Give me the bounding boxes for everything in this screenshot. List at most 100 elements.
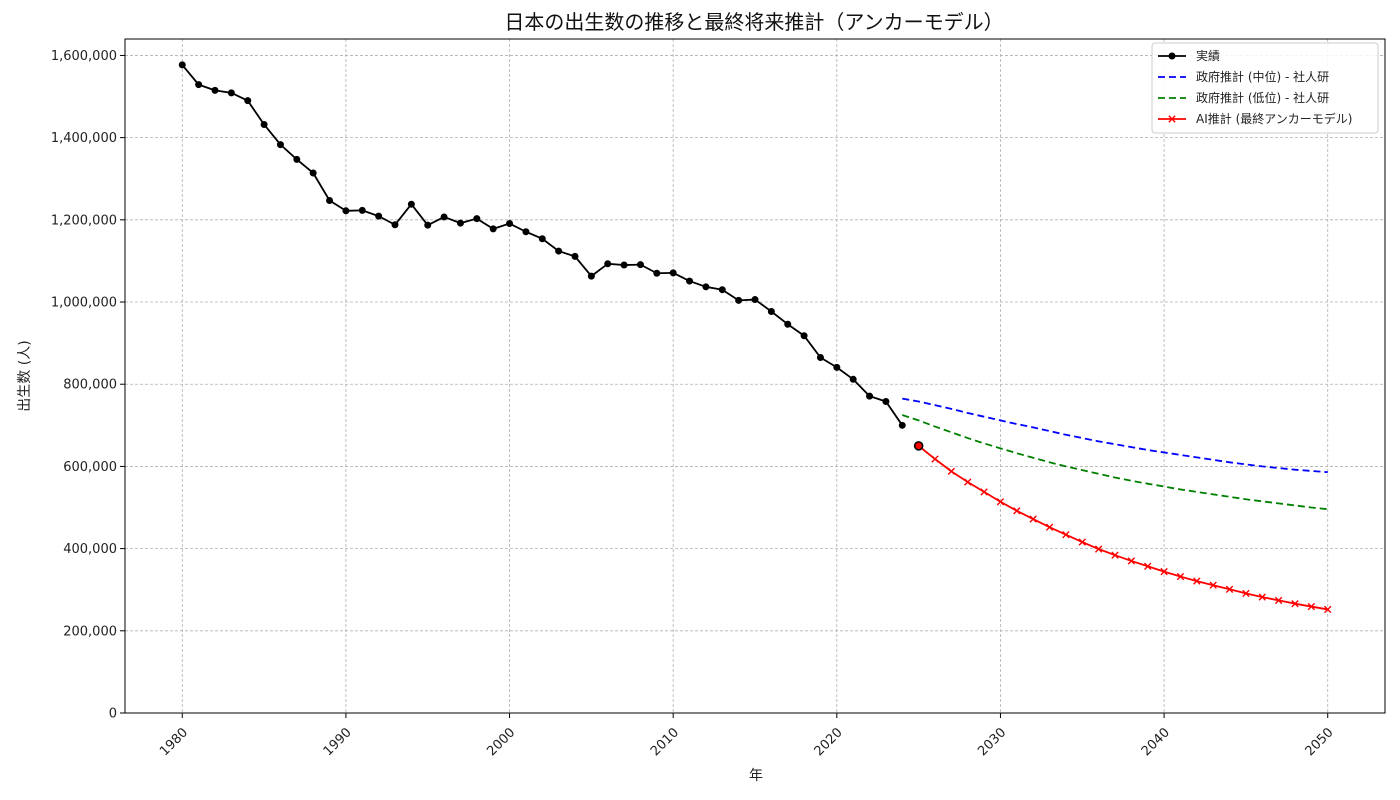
data-point-0 — [653, 269, 661, 277]
data-point-3 — [1029, 515, 1037, 523]
y-tick-label: 1,400,000 — [51, 131, 117, 146]
data-point-0 — [735, 296, 743, 304]
data-point-0 — [587, 272, 595, 280]
data-point-0 — [195, 81, 203, 89]
data-point-3 — [1144, 562, 1152, 570]
data-point-0 — [751, 296, 759, 304]
y-tick-label: 800,000 — [63, 378, 117, 393]
plot-frame — [124, 38, 1386, 714]
data-point-3 — [1127, 557, 1136, 565]
legend-label-0: 実績 — [1196, 48, 1220, 63]
data-point-0 — [866, 392, 874, 400]
data-point-3 — [1111, 551, 1119, 559]
grid-lines — [125, 39, 1385, 714]
data-point-3 — [1291, 599, 1299, 608]
data-point-3 — [1160, 567, 1168, 576]
series-line-0 — [181, 64, 904, 426]
y-tick-label: 1,600,000 — [51, 49, 117, 64]
data-point-3 — [996, 498, 1005, 506]
data-point-0 — [178, 61, 186, 69]
data-point-0 — [816, 354, 824, 362]
data-point-0 — [800, 332, 808, 340]
x-tick-label: 1980 — [157, 725, 191, 759]
legend-box — [1151, 42, 1379, 134]
data-point-0 — [211, 86, 219, 94]
data-point-0 — [522, 228, 530, 236]
x-tick-label: 2030 — [975, 725, 1009, 759]
data-point-0 — [849, 375, 857, 383]
data-point-3 — [1274, 596, 1283, 605]
data-point-0 — [669, 269, 677, 277]
y-tick-label: 0 — [109, 707, 117, 722]
data-point-0 — [309, 169, 317, 177]
y-tick-label: 600,000 — [63, 460, 117, 475]
data-point-0 — [260, 120, 268, 128]
legend-label-3: AI推計 (最終アンカーモデル) — [1196, 111, 1352, 126]
data-point-0 — [882, 397, 890, 405]
data-point-3 — [1045, 523, 1054, 531]
data-point-0 — [604, 260, 612, 268]
data-point-0 — [244, 97, 252, 105]
x-tick-label: 2010 — [648, 725, 682, 759]
data-point-0 — [833, 363, 841, 371]
data-point-0 — [636, 261, 644, 269]
data-point-3 — [980, 488, 988, 496]
data-point-3 — [1094, 545, 1103, 553]
data-point-3 — [1209, 581, 1217, 589]
data-point-0 — [227, 89, 235, 97]
data-point-0 — [718, 286, 726, 294]
data-point-0 — [489, 225, 497, 233]
data-point-0 — [276, 141, 284, 149]
data-point-0 — [375, 212, 383, 220]
x-tick-label: 1990 — [321, 725, 355, 759]
data-point-3 — [1062, 530, 1070, 539]
series-layer — [178, 61, 1332, 614]
data-point-0 — [358, 206, 366, 214]
y-tick-label: 200,000 — [63, 624, 117, 639]
y-axis-title: 出生数 (人) — [17, 340, 33, 411]
data-point-3 — [1078, 538, 1086, 546]
y-tick-label: 1,200,000 — [51, 213, 117, 228]
data-point-0 — [342, 207, 350, 215]
legend-marker-0 — [1168, 52, 1176, 60]
data-point-0 — [473, 215, 481, 223]
data-point-0 — [620, 261, 628, 269]
data-point-3 — [1193, 577, 1201, 585]
data-point-3 — [1307, 602, 1316, 611]
data-point-3 — [1013, 507, 1021, 515]
y-tick-label: 400,000 — [63, 542, 117, 557]
data-point-3 — [947, 467, 956, 476]
data-point-0 — [440, 213, 448, 221]
data-point-0 — [538, 235, 546, 243]
x-tick-label: 2020 — [812, 725, 846, 759]
legend-label-2: 政府推計 (低位) - 社人研 — [1196, 90, 1329, 105]
data-point-0 — [407, 200, 415, 208]
projection-start-point — [913, 441, 924, 451]
chart-title: 日本の出生数の推移と最終将来推計（アンカーモデル） — [504, 10, 1003, 34]
data-point-3 — [1258, 593, 1266, 601]
x-axis-title: 年 — [749, 768, 763, 784]
legend-marker-3 — [1168, 115, 1176, 123]
data-point-0 — [702, 283, 710, 291]
data-point-3 — [931, 455, 939, 463]
data-point-0 — [784, 320, 792, 328]
x-tick-label: 2050 — [1303, 725, 1337, 759]
data-point-0 — [506, 220, 514, 228]
data-point-0 — [293, 155, 301, 163]
data-point-3 — [964, 478, 972, 486]
series-line-1 — [902, 397, 1328, 474]
data-point-3 — [1242, 589, 1250, 598]
x-tick-label: 2040 — [1139, 725, 1173, 759]
data-point-0 — [391, 221, 399, 229]
data-point-0 — [424, 221, 432, 229]
data-point-0 — [555, 247, 563, 255]
data-point-3 — [1176, 572, 1185, 581]
x-tick-label: 2000 — [484, 725, 518, 759]
y-tick-label: 1,000,000 — [51, 296, 117, 311]
data-point-3 — [1225, 585, 1234, 593]
data-point-3 — [1324, 605, 1332, 614]
series-line-2 — [901, 414, 1328, 511]
data-point-0 — [456, 219, 464, 227]
